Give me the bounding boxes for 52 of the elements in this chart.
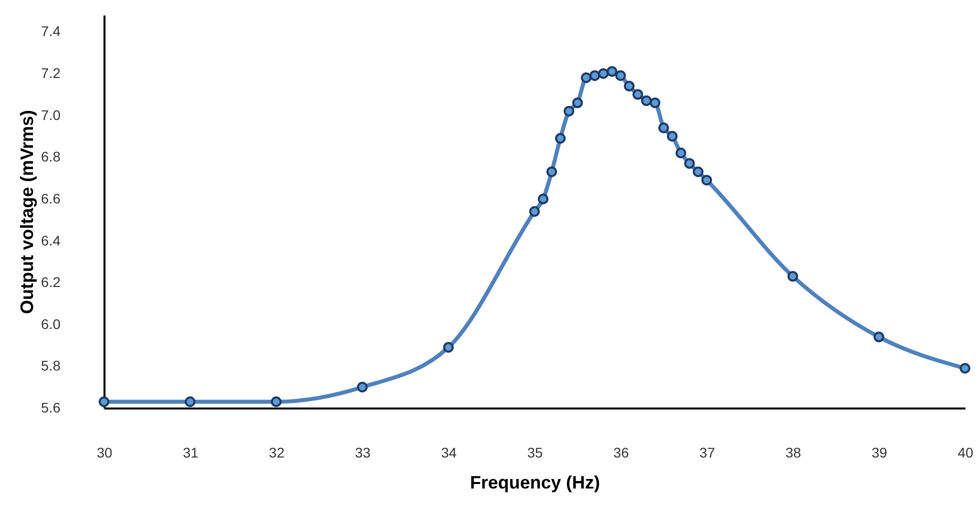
point [564, 106, 574, 116]
point [184, 396, 196, 408]
point [650, 97, 660, 108]
point [787, 270, 798, 282]
y-tick-label: 6.2 [41, 274, 61, 290]
y-tick-label: 5.8 [41, 358, 61, 374]
point [606, 66, 618, 77]
point [666, 130, 678, 142]
point [270, 396, 282, 408]
point [598, 68, 609, 79]
point [572, 97, 583, 108]
x-tick-label: 32 [268, 444, 285, 460]
point [615, 70, 626, 81]
y-axis-title: Output voltage (mVrms) [17, 110, 38, 314]
point [589, 70, 600, 81]
x-tick-label: 38 [786, 444, 802, 460]
x-tick-label: 34 [441, 444, 457, 460]
point [356, 382, 368, 392]
y-tick-label: 7.4 [41, 23, 61, 40]
point [676, 148, 686, 158]
x-tick-label: 36 [613, 444, 630, 460]
point [692, 166, 704, 178]
y-tick-label: 7.0 [41, 106, 61, 123]
point [529, 206, 540, 217]
point [641, 95, 652, 106]
point [960, 362, 970, 374]
point [632, 89, 644, 100]
point [98, 396, 110, 408]
y-tick-label: 6.4 [41, 232, 61, 248]
point [555, 133, 566, 144]
x-tick-label: 33 [355, 444, 371, 460]
point [624, 80, 635, 92]
x-tick-label: 39 [872, 444, 888, 460]
point [580, 72, 592, 84]
y-tick-label: 6.8 [41, 148, 61, 165]
x-tick-label: 35 [527, 444, 543, 460]
x-tick-label: 37 [699, 444, 716, 460]
y-tick-label: 5.6 [41, 400, 61, 416]
x-axis-title: Frequency (Hz) [470, 472, 600, 492]
point [701, 174, 712, 186]
y-tick-label: 7.2 [41, 65, 61, 82]
y-tick-label: 6.0 [41, 316, 61, 332]
x-tick-label: 40 [958, 444, 974, 460]
point [546, 166, 558, 178]
point [684, 158, 695, 169]
point [658, 122, 669, 134]
point [443, 342, 454, 353]
point [874, 332, 884, 342]
y-tick-label: 6.6 [41, 190, 61, 206]
x-tick-label: 30 [96, 444, 112, 460]
point [538, 194, 548, 204]
x-tick-label: 31 [182, 444, 199, 460]
